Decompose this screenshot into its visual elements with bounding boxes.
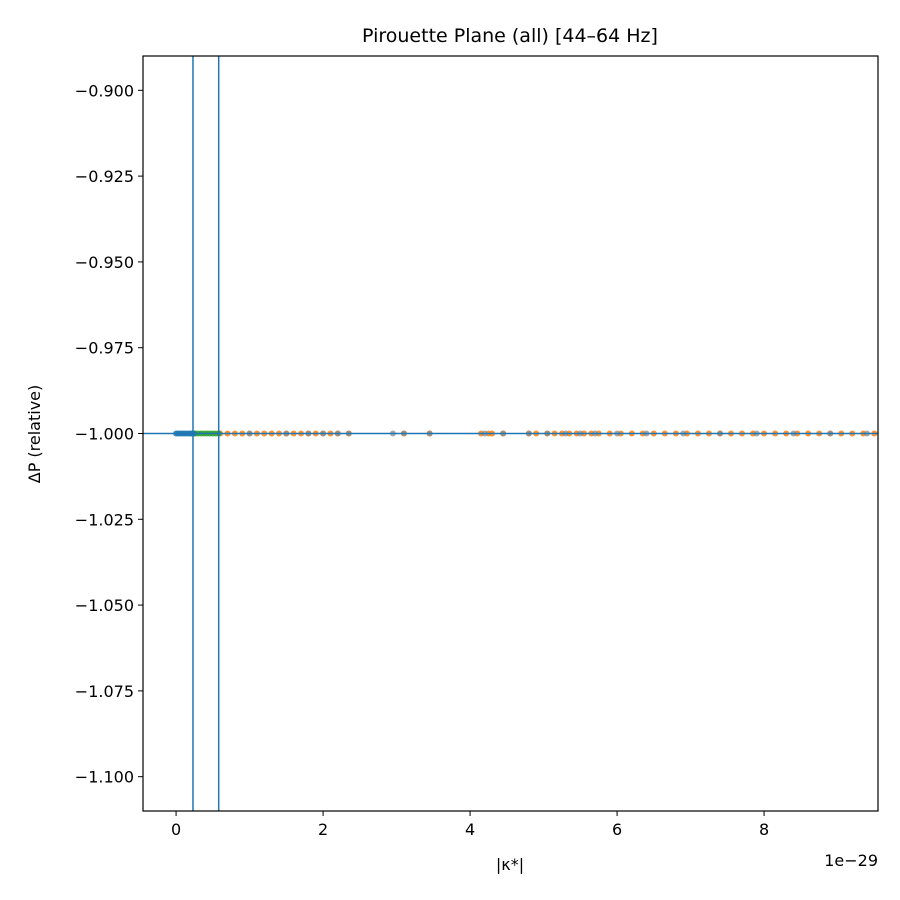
y-tick-label: −0.925	[75, 167, 134, 186]
y-tick-label: −1.050	[75, 596, 134, 615]
chart-title: Pirouette Plane (all) [44–64 Hz]	[362, 25, 658, 47]
y-axis-label: ΔP (relative)	[25, 385, 44, 484]
x-tick-label: 2	[318, 820, 328, 839]
y-tick-label: −1.075	[75, 682, 134, 701]
x-tick-label: 6	[612, 820, 622, 839]
data-marks	[143, 56, 878, 811]
y-tick-label: −1.000	[75, 425, 134, 444]
x-axis-label: |κ*|	[496, 855, 524, 874]
y-tick-label: −0.900	[75, 81, 134, 100]
y-tick-label: −1.100	[75, 768, 134, 787]
y-tick-label: −1.025	[75, 510, 134, 529]
x-tick-label: 0	[171, 820, 181, 839]
y-tick-label: −0.950	[75, 253, 134, 272]
y-tick-label: −0.975	[75, 339, 134, 358]
plot-area: 0 2 4 6 8 −0.900 −0.925 −0.950 −0.975 −1.000 −1.02…	[75, 55, 879, 839]
x-offset-label: 1e−29	[824, 851, 878, 870]
x-tick-label: 8	[759, 820, 769, 839]
x-tick-label: 4	[465, 820, 475, 839]
